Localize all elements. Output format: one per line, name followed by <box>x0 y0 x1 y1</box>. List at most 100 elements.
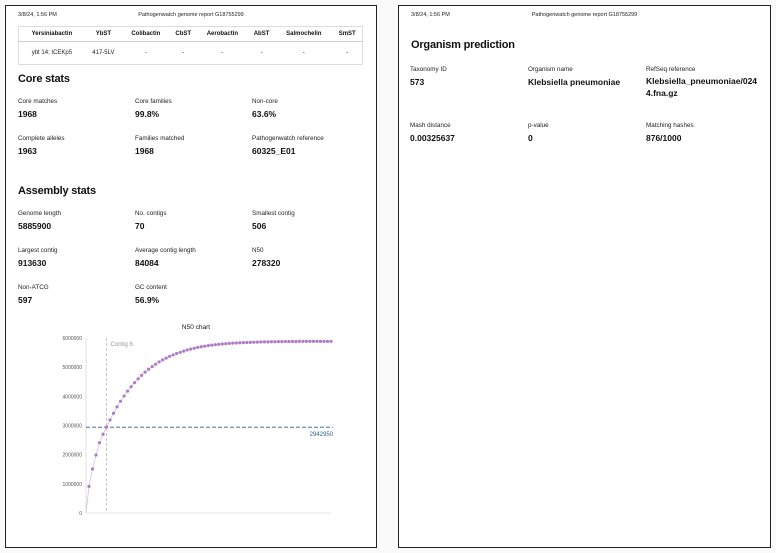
stat-item: Matching hashes 876/1000 <box>646 122 694 143</box>
y-tick-label: 3000000 <box>63 424 83 430</box>
y-tick-label: 0 <box>79 511 82 517</box>
y-tick-label: 5000000 <box>63 365 83 371</box>
stat-value: 506 <box>252 221 267 231</box>
report-page-2: 3/8/24, 1:56 PM Pathogenwatch genome rep… <box>398 5 771 548</box>
n50-chart: N50 chart 0 1000000 2000000 3000000 4000000 5… <box>63 324 334 517</box>
data-point <box>157 360 161 364</box>
stat-item: Smallest contig 506 <box>252 210 295 231</box>
data-point <box>210 343 214 347</box>
data-point <box>252 340 256 344</box>
stat-value: 1968 <box>18 109 37 119</box>
data-point <box>101 432 105 436</box>
data-point <box>94 453 98 457</box>
data-point <box>185 348 189 352</box>
data-point <box>318 339 323 343</box>
data-point <box>269 340 273 344</box>
stat-label: Core families <box>135 98 172 105</box>
stat-item: Largest contig 913630 <box>18 247 58 268</box>
data-point <box>234 341 238 345</box>
stat-value: 60325_E01 <box>252 146 296 156</box>
chart-points <box>85 339 333 514</box>
y-tick-label: 1000000 <box>63 482 83 488</box>
data-point <box>136 377 140 381</box>
report-title: Pathogenwatch genome report G18755299 <box>138 12 244 18</box>
data-point <box>175 351 179 356</box>
data-point <box>290 339 295 344</box>
stat-value: 573 <box>410 77 425 87</box>
table-cell: 417-5LV <box>92 50 115 56</box>
stat-label: RefSeq reference <box>646 66 696 73</box>
core-stats-heading: Core stats <box>18 73 70 85</box>
stat-label: GC content <box>135 284 167 291</box>
stat-label: p-value <box>528 122 549 129</box>
data-point <box>301 339 305 343</box>
table-cell: - <box>182 50 185 56</box>
stat-value: 70 <box>135 221 145 231</box>
stat-label: Matching hashes <box>646 122 694 129</box>
report-title: Pathogenwatch genome report G18755299 <box>531 12 638 18</box>
chart-title: N50 chart <box>182 324 210 331</box>
data-point <box>97 441 102 445</box>
data-point <box>129 385 133 389</box>
data-point <box>87 484 91 488</box>
data-point <box>311 339 316 343</box>
data-point <box>90 467 95 471</box>
stat-item: Taxonomy ID 573 <box>410 66 447 87</box>
stat-label: Families matched <box>135 135 185 142</box>
chart-axes: 0 1000000 2000000 3000000 4000000 5000000 6000… <box>63 336 334 517</box>
table-header-row: Yersiniabactin YbST Colibactin CbST Aerobact… <box>18 26 363 42</box>
stat-label: Pathogenwatch reference <box>252 135 324 142</box>
data-point <box>266 340 270 344</box>
stat-value: Klebsiella_pneumoniae/0244.fna.gz <box>646 76 758 98</box>
data-point <box>199 345 203 349</box>
stat-label: Average contig length <box>135 247 196 254</box>
data-point <box>322 339 326 343</box>
y-tick-label: 2000000 <box>63 453 83 459</box>
stat-label: Genome length <box>18 210 62 217</box>
data-point <box>238 341 242 345</box>
organism-prediction-heading: Organism prediction <box>411 39 515 51</box>
stat-value: 0.00325637 <box>410 133 455 143</box>
data-point <box>231 341 235 345</box>
data-point <box>164 356 168 360</box>
print-date: 3/8/24, 1:56 PM <box>411 12 450 18</box>
stat-item: RefSeq reference Klebsiella_pneumoniae/02… <box>646 66 764 99</box>
contig-marker-label: Contig 6 <box>111 342 134 348</box>
data-point <box>203 344 207 348</box>
n50-label: 2942950 <box>310 432 334 438</box>
stat-label: Complete alleles <box>18 135 65 142</box>
stat-label: Taxonomy ID <box>410 66 447 73</box>
table-header-cell: Aerobactin <box>196 26 248 42</box>
stat-label: Non-ATCG <box>18 284 49 291</box>
table-cell: - <box>346 50 349 56</box>
table-header-cell: SmST <box>332 26 363 42</box>
stat-label: Largest contig <box>18 247 58 254</box>
table-header-cell: Salmochelin <box>275 26 333 42</box>
data-point <box>255 340 259 344</box>
data-point <box>297 339 302 344</box>
stat-value: 876/1000 <box>646 133 682 143</box>
data-point <box>108 418 112 422</box>
stat-value: Klebsiella pneumoniae <box>528 77 621 87</box>
print-date: 3/8/24, 1:56 PM <box>18 12 57 18</box>
data-point <box>125 389 130 393</box>
data-point <box>147 367 151 371</box>
data-point <box>168 354 172 358</box>
stat-item: Genome length 5885900 <box>18 210 61 231</box>
data-point <box>161 358 165 362</box>
data-point <box>143 370 147 374</box>
y-tick-label: 4000000 <box>63 394 83 400</box>
stat-item: Core families 99.8% <box>135 98 172 119</box>
data-point <box>171 353 175 357</box>
data-point <box>118 399 123 403</box>
data-point <box>217 342 221 346</box>
table-header-cell: CbST <box>169 26 197 42</box>
stat-value: 63.6% <box>252 109 277 119</box>
data-point <box>111 411 116 415</box>
stat-item: No. contigs 70 <box>135 210 167 231</box>
stat-value: 99.8% <box>135 109 160 119</box>
data-point <box>115 405 119 409</box>
stat-item: N50 278320 <box>252 247 280 268</box>
data-point <box>132 381 137 385</box>
stat-label: Smallest contig <box>252 210 295 217</box>
